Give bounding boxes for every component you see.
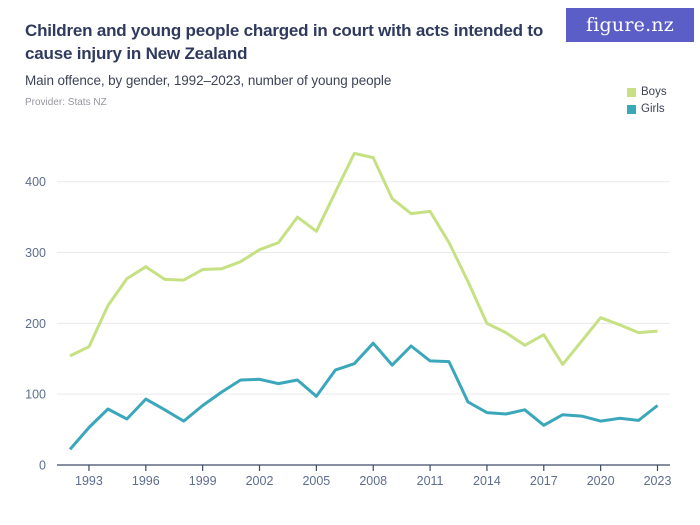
legend-item-girls[interactable]: Girls — [627, 103, 667, 115]
y-axis-label-0: 0 — [39, 459, 46, 473]
figure-nz-logo-text: figure.nz — [586, 14, 674, 36]
x-axis-label-1996: 1996 — [132, 474, 160, 488]
legend-label: Boys — [641, 86, 667, 98]
x-axis-label-2020: 2020 — [587, 474, 615, 488]
x-axis-label-1993: 1993 — [75, 474, 103, 488]
chart-title: Children and young people charged in cou… — [25, 21, 544, 63]
x-axis-label-2023: 2023 — [644, 474, 672, 488]
y-axis-label-100: 100 — [25, 388, 46, 402]
x-axis-label-1999: 1999 — [189, 474, 217, 488]
y-axis-label-300: 300 — [25, 246, 46, 260]
x-axis-label-2014: 2014 — [473, 474, 501, 488]
chart-header: Children and young people charged in cou… — [25, 20, 580, 108]
x-axis-label-2011: 2011 — [417, 474, 444, 488]
y-axis-label-200: 200 — [25, 317, 46, 331]
chart-subtitle: Main offence, by gender, 1992–2023, numb… — [25, 72, 392, 88]
x-axis-label-2005: 2005 — [302, 474, 330, 488]
legend-label: Girls — [641, 103, 665, 115]
x-axis-label-2008: 2008 — [359, 474, 387, 488]
figure-nz-logo[interactable]: figure.nz — [566, 8, 694, 42]
x-axis-label-2002: 2002 — [246, 474, 274, 488]
legend-swatch-boys — [627, 87, 636, 97]
y-axis-label-400: 400 — [25, 175, 46, 189]
legend-item-boys[interactable]: Boys — [627, 86, 667, 98]
girls-line — [68, 341, 659, 451]
provider-attribution: Provider: Stats NZ — [25, 96, 107, 108]
boys-line — [69, 151, 658, 366]
x-axis-label-2017: 2017 — [530, 474, 558, 488]
chart-legend: Boys Girls — [627, 86, 667, 115]
legend-swatch-girls — [627, 104, 636, 114]
